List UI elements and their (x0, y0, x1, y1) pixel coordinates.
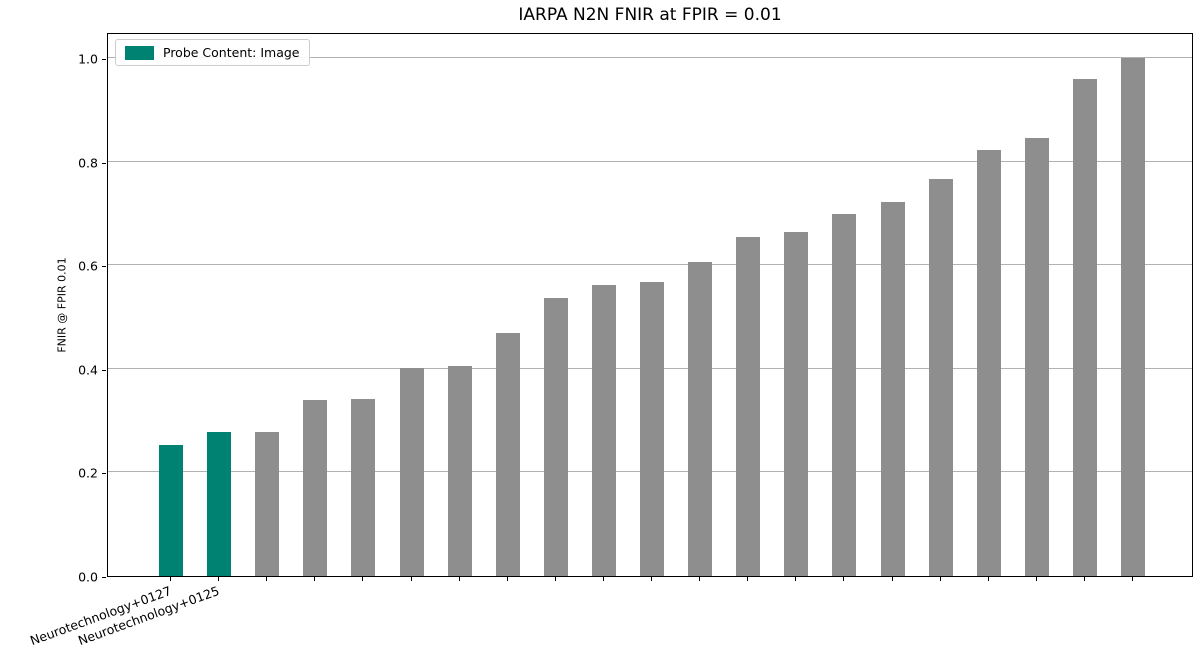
xtick-mark (747, 577, 749, 581)
legend: Probe Content: Image (115, 39, 311, 66)
bar-rank-17 (928, 178, 953, 576)
xtick-mark (987, 577, 989, 581)
bar-rank-10 (591, 285, 616, 576)
xtick-mark (651, 577, 652, 581)
bar-rank-3 (255, 431, 280, 576)
bar-rank-20 (1072, 79, 1097, 576)
xtick-mark (458, 577, 460, 581)
bar-rank-12 (688, 261, 713, 576)
xtick-mark (170, 577, 171, 581)
ytick-mark (102, 162, 106, 164)
xtick-mark (410, 577, 412, 581)
ytick-label: 0.2 (78, 465, 98, 481)
xtick-mark (1132, 577, 1133, 581)
xtick-mark (554, 577, 556, 581)
bar-rank-11 (640, 282, 664, 576)
xtick-mark (1083, 577, 1085, 581)
xtick-mark (795, 577, 797, 581)
bar-rank-4 (303, 399, 328, 576)
ytick-mark (102, 369, 106, 371)
ytick-label: 0.6 (78, 258, 98, 274)
bar-rank-15 (832, 213, 857, 576)
bar-rank-19 (1024, 138, 1049, 576)
bar-rank-9 (543, 297, 568, 576)
bar-rank-8 (495, 332, 520, 576)
xtick-mark (1035, 577, 1037, 581)
xtick-mark (218, 577, 220, 581)
bar-rank-18 (976, 149, 1001, 576)
ytick-mark (102, 266, 106, 268)
bar-rank-14 (784, 232, 809, 576)
xtick-mark (506, 577, 508, 581)
ytick-mark (102, 577, 106, 578)
gridline (108, 264, 1192, 266)
plot-area: Probe Content: Image (107, 33, 1193, 577)
xtick-mark (891, 577, 893, 581)
bar-rank-13 (736, 236, 761, 576)
bar-rank-7 (447, 365, 472, 576)
ytick-label: 0.0 (78, 569, 98, 585)
bar-Neurotechnology+0125 (207, 431, 232, 576)
ytick-mark (102, 473, 106, 475)
xtick-mark (314, 577, 316, 581)
y-axis-label: FNIR @ FPIR 0.01 (55, 257, 69, 353)
legend-swatch (125, 45, 154, 60)
bar-rank-21 (1121, 57, 1145, 576)
xtick-mark (602, 577, 604, 581)
gridline (108, 56, 1192, 58)
bar-Neurotechnology+0127 (159, 445, 183, 576)
bar-rank-6 (399, 367, 424, 576)
bar-rank-5 (351, 398, 376, 576)
chart-title: IARPA N2N FNIR at FPIR = 0.01 (518, 5, 782, 25)
ytick-label: 1.0 (78, 51, 98, 67)
xtick-mark (699, 577, 701, 581)
gridline (108, 160, 1192, 162)
bar-rank-16 (880, 202, 905, 576)
ytick-label: 0.4 (78, 362, 98, 378)
ytick-mark (102, 58, 106, 60)
ytick-label: 0.8 (78, 155, 98, 171)
xtick-mark (266, 577, 268, 581)
legend-label: Probe Content: Image (163, 45, 300, 60)
xtick-mark (362, 577, 364, 581)
xtick-mark (843, 577, 845, 581)
xtick-mark (939, 577, 941, 581)
